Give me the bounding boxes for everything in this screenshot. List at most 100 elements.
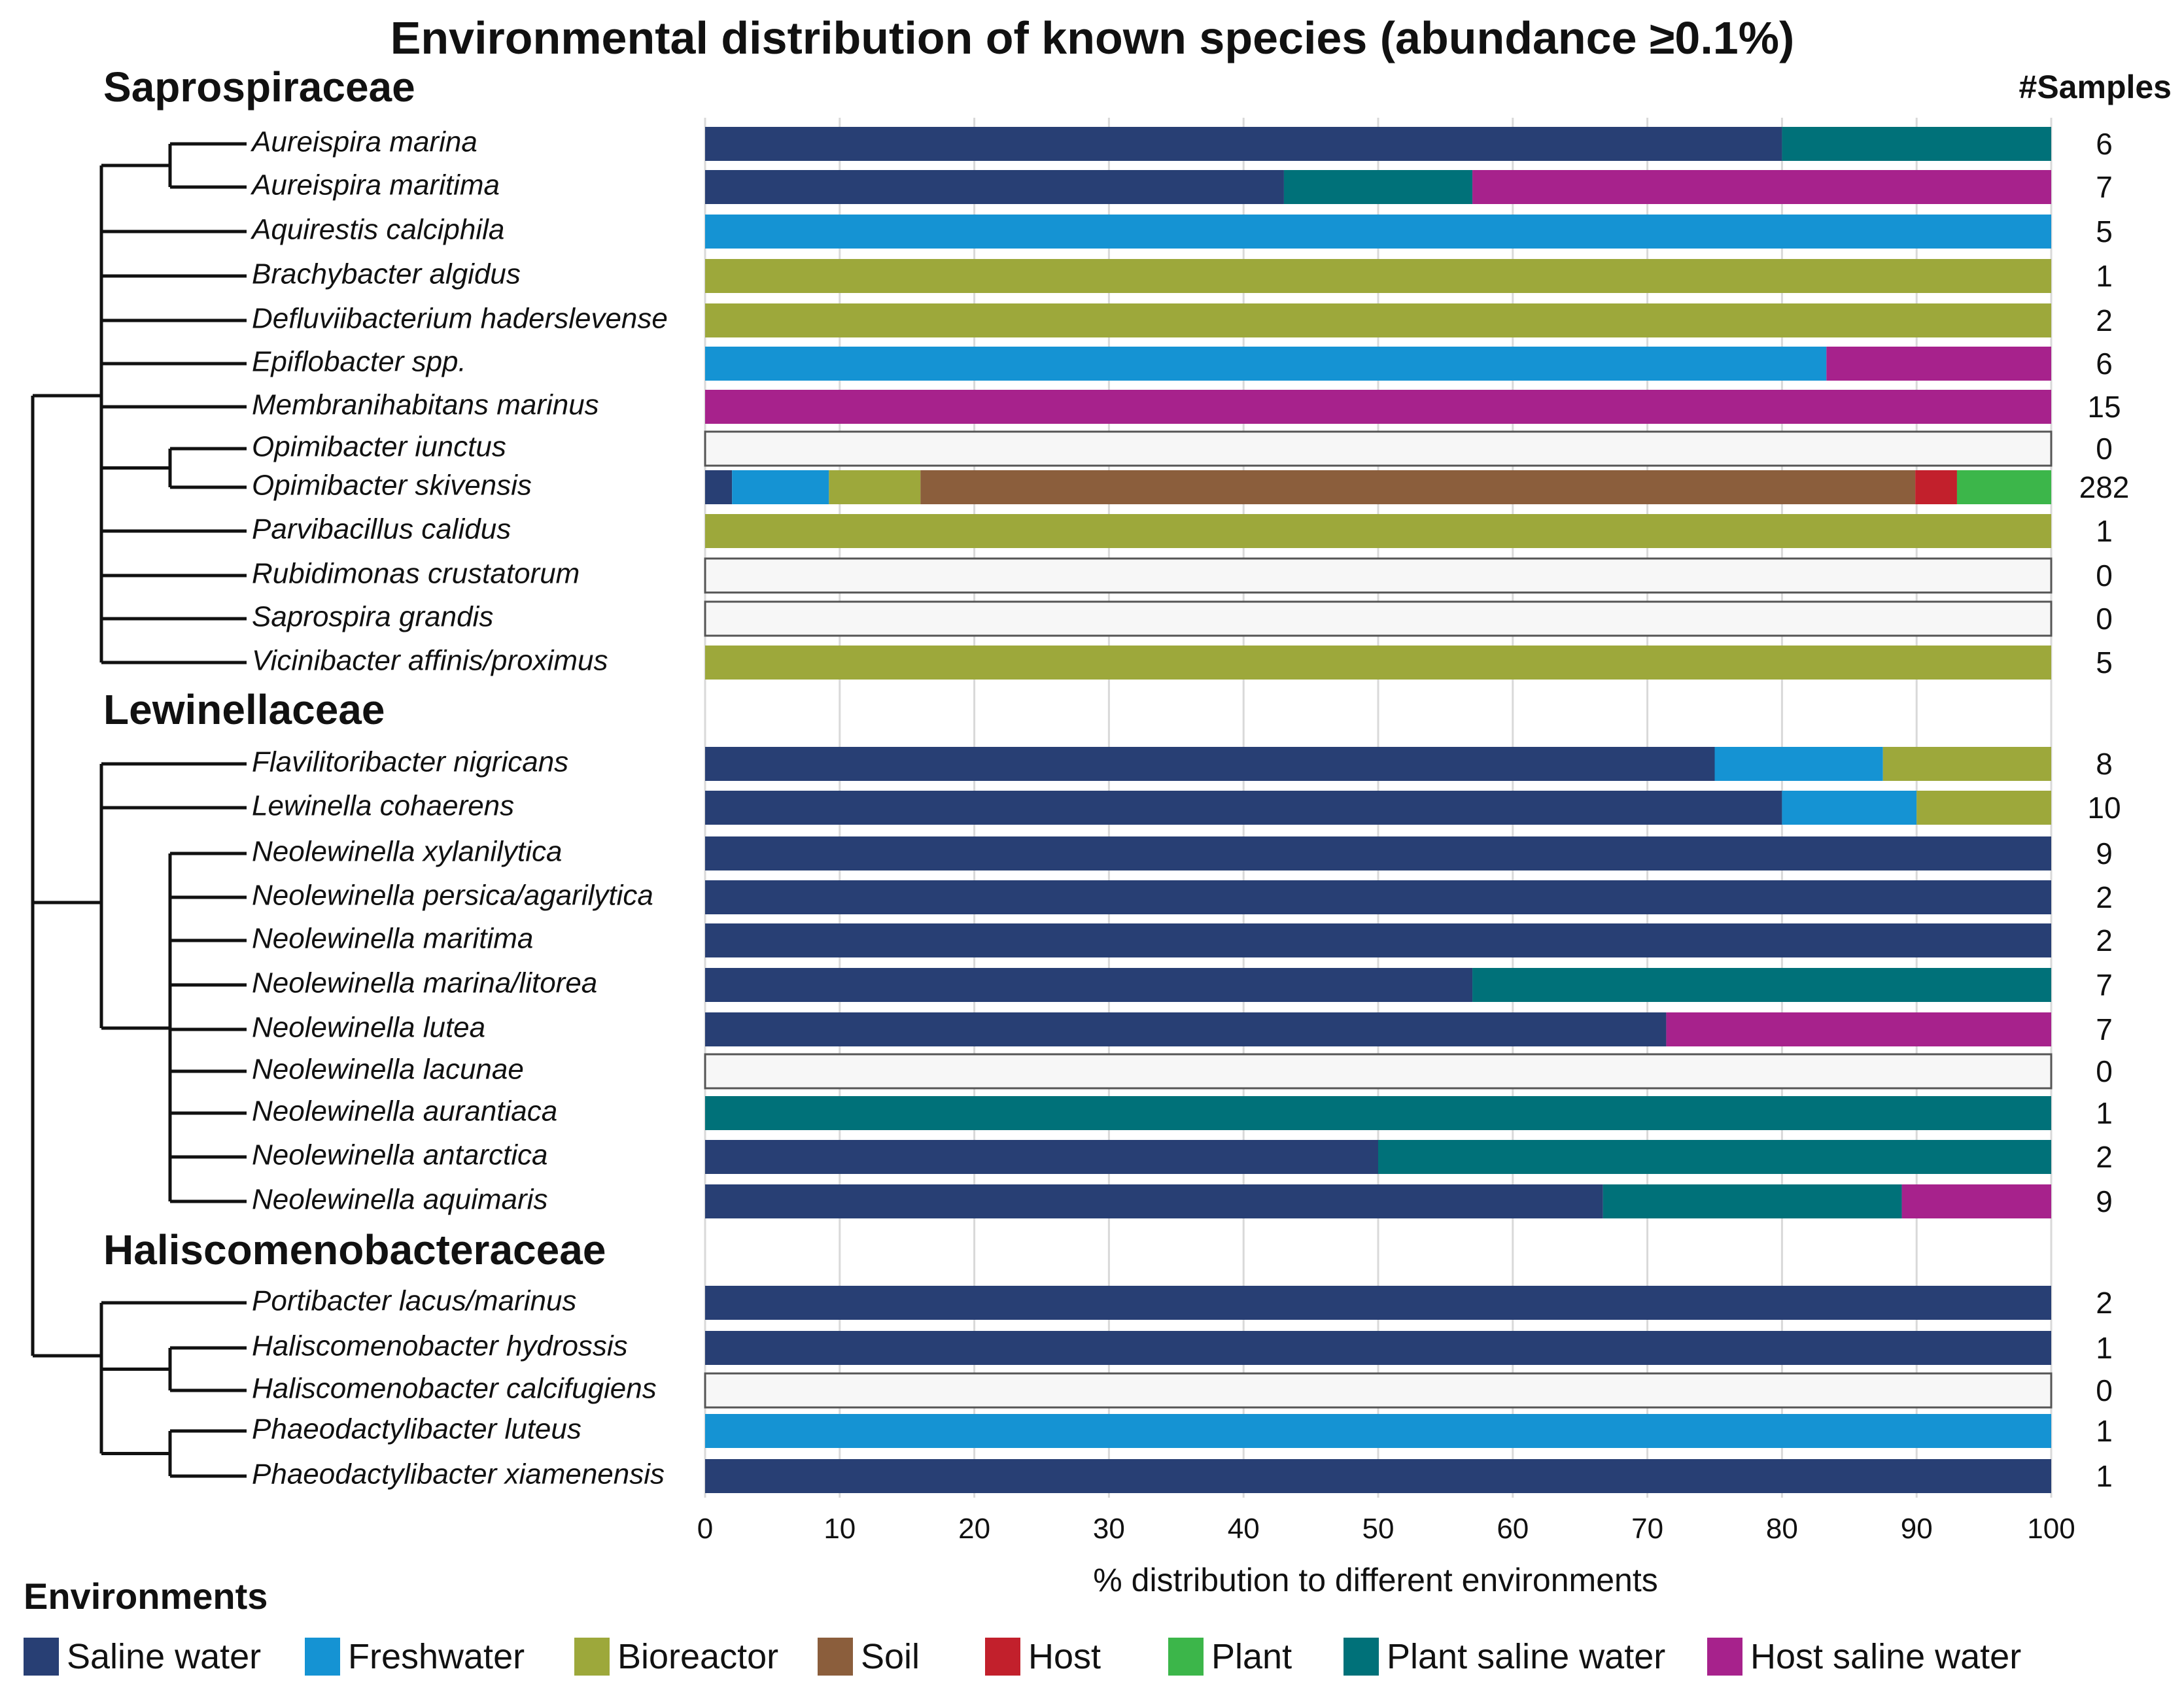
species-label: Neolewinella antarctica: [252, 1139, 547, 1171]
bar-segment-psw: [705, 1096, 2051, 1130]
bar-segment-bio: [1882, 747, 2051, 781]
species-label: Brachybacter algidus: [252, 258, 521, 290]
legend-title: Environments: [24, 1576, 268, 1617]
legend-swatch-plant: [1168, 1638, 1204, 1676]
legend-label-host: Host: [1028, 1637, 1101, 1676]
species-label: Epiflobacter spp.: [252, 346, 466, 378]
species-label: Neolewinella aquimaris: [252, 1184, 547, 1216]
sample-count: 0: [2096, 432, 2113, 466]
legend-label-psw: Plant saline water: [1387, 1637, 1665, 1676]
phylogenetic-tree: [31, 142, 247, 1478]
bar-segment-fresh: [1782, 791, 1917, 825]
bar-segment-bio: [705, 259, 2051, 293]
bar-segment-saline: [705, 836, 2051, 870]
sample-count: 282: [2079, 470, 2130, 504]
species-label: Defluviibacterium haderslevense: [252, 303, 668, 335]
species-label: Saprospira grandis: [252, 601, 493, 633]
samples-header: #Samples: [2019, 69, 2172, 105]
bar-segment-hsw: [1901, 1184, 2051, 1218]
bar-segment-soil: [920, 470, 1916, 504]
sample-count: 0: [2096, 602, 2113, 636]
sample-count: 2: [2096, 923, 2113, 957]
legend-swatch-soil: [818, 1638, 853, 1676]
sample-count: 1: [2096, 1331, 2113, 1365]
species-label: Neolewinella lutea: [252, 1012, 485, 1044]
bar-segment-saline: [705, 791, 1782, 825]
x-axis: 0 10 20 30 40 50 60 70 80 90 100: [697, 1513, 2075, 1545]
bar-segment-hsw: [1666, 1012, 2051, 1046]
sample-count: 2: [2096, 1140, 2113, 1174]
sample-count: 7: [2096, 1012, 2113, 1046]
species-label: Haliscomenobacter calcifugiens: [252, 1373, 657, 1405]
x-tick-label: 70: [1631, 1513, 1663, 1545]
bar-segment-plant: [1956, 470, 2051, 504]
bar-segment-fresh: [705, 215, 2051, 249]
species-label: Neolewinella maritima: [252, 923, 533, 955]
sample-count: 8: [2096, 747, 2113, 781]
bar-segment-psw: [1472, 968, 2051, 1002]
empty-bar: [704, 1053, 2053, 1090]
species-label: Portibacter lacus/marinus: [252, 1285, 576, 1317]
bar-segment-psw: [1283, 170, 1473, 204]
sample-count: 0: [2096, 1054, 2113, 1088]
sample-count: 5: [2096, 646, 2113, 680]
legend-swatch-fresh: [305, 1638, 340, 1676]
legend-label-plant: Plant: [1211, 1637, 1292, 1676]
sample-count: 0: [2096, 559, 2113, 593]
sample-count: 2: [2096, 303, 2113, 337]
species-label: Aureispira maritima: [250, 169, 500, 201]
species-label: Aquirestis calciphila: [250, 214, 504, 246]
family-label: Saprospiraceae: [103, 63, 415, 111]
bar-segment-saline: [705, 880, 2051, 914]
sample-count: 1: [2096, 1096, 2113, 1130]
species-label: Opimibacter iunctus: [252, 431, 506, 463]
legend-swatch-hsw: [1707, 1638, 1742, 1676]
legend-label-saline: Saline water: [67, 1637, 261, 1676]
x-tick-label: 30: [1093, 1513, 1125, 1545]
sample-count: 5: [2096, 215, 2113, 249]
x-tick-label: 60: [1497, 1513, 1529, 1545]
bars: [704, 127, 2053, 1493]
bar-segment-fresh: [732, 470, 829, 504]
family-label: Lewinellaceae: [103, 686, 385, 733]
sample-count: 1: [2096, 1459, 2113, 1493]
bar-segment-bio: [705, 303, 2051, 337]
bar-segment-psw: [1378, 1140, 2051, 1174]
species-label: Opimibacter skivensis: [252, 470, 532, 502]
species-label: Neolewinella xylanilytica: [252, 836, 562, 868]
bar-segment-saline: [705, 923, 2051, 957]
bar-segment-saline: [705, 170, 1284, 204]
x-tick-label: 80: [1766, 1513, 1798, 1545]
legend-label-hsw: Host saline water: [1750, 1637, 2021, 1676]
species-label: Neolewinella aurantiaca: [252, 1095, 557, 1128]
sample-count: 9: [2096, 836, 2113, 870]
x-tick-label: 10: [823, 1513, 856, 1545]
species-labels: Saprospiraceae Aureispira marina Aureispir…: [103, 63, 668, 1490]
sample-count: 2: [2096, 1286, 2113, 1320]
bar-segment-host: [1915, 470, 1957, 504]
legend: Saline water Freshwater Bioreactor Soil Host…: [24, 1637, 2021, 1676]
species-label: Membranihabitans marinus: [252, 389, 599, 421]
species-label: Flavilitoribacter nigricans: [252, 746, 568, 778]
sample-count: 1: [2096, 514, 2113, 548]
x-tick-label: 20: [958, 1513, 990, 1545]
x-tick-label: 50: [1362, 1513, 1395, 1545]
bar-segment-saline: [705, 1184, 1603, 1218]
sample-count: 7: [2096, 968, 2113, 1002]
sample-count: 6: [2096, 347, 2113, 381]
sample-count: 0: [2096, 1373, 2113, 1407]
species-label: Parvibacillus calidus: [252, 513, 511, 545]
x-tick-label: 100: [2027, 1513, 2075, 1545]
sample-count: 2: [2096, 880, 2113, 914]
bar-segment-saline: [705, 1286, 2051, 1320]
species-label: Phaeodactylibacter luteus: [252, 1413, 581, 1445]
legend-label-bio: Bioreactor: [617, 1637, 778, 1676]
species-label: Rubidimonas crustatorum: [252, 558, 580, 590]
legend-swatch-host: [985, 1638, 1020, 1676]
bar-segment-hsw: [705, 390, 2051, 424]
species-label: Aureispira marina: [250, 126, 477, 158]
sample-count: 15: [2087, 390, 2121, 424]
species-label: Neolewinella marina/litorea: [252, 967, 597, 999]
